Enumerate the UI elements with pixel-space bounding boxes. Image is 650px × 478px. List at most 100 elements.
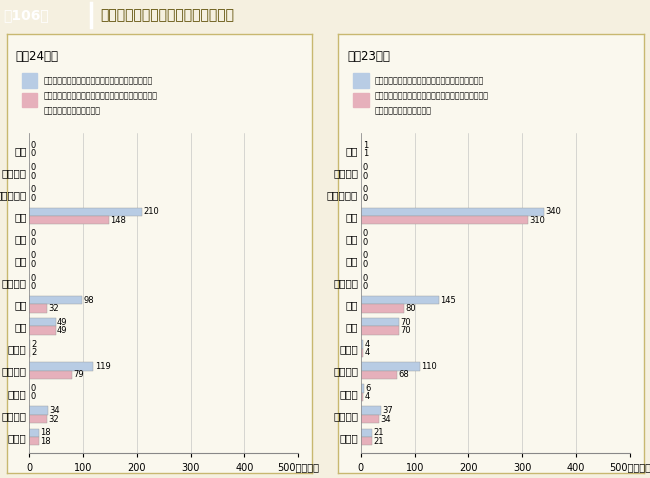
Text: 21: 21	[374, 436, 384, 445]
Text: 79: 79	[73, 370, 84, 380]
Text: 0: 0	[362, 194, 367, 203]
Text: 32: 32	[48, 414, 58, 424]
Text: 1: 1	[363, 150, 368, 158]
Text: 49: 49	[57, 326, 68, 335]
Bar	[361, 348, 363, 357]
Bar	[361, 370, 397, 379]
Text: 0: 0	[31, 282, 36, 291]
Text: 0: 0	[31, 141, 36, 150]
Text: 68: 68	[399, 370, 410, 380]
Bar	[361, 428, 372, 437]
Bar	[361, 362, 420, 370]
Text: 0: 0	[31, 172, 36, 181]
Bar	[29, 340, 31, 348]
Text: うち資金不足比率が経営健全化基準以上である公営企: うち資金不足比率が経営健全化基準以上である公営企	[43, 91, 157, 100]
Bar	[29, 348, 31, 357]
Text: 資金不足額がある公営企業会計の資金不足額合計額: 資金不足額がある公営企業会計の資金不足額合計額	[374, 76, 484, 85]
Text: 70: 70	[400, 326, 411, 335]
Bar	[354, 74, 369, 87]
Text: 4: 4	[365, 392, 370, 402]
Bar	[361, 393, 363, 401]
Text: 0: 0	[31, 260, 36, 269]
Text: 0: 0	[362, 251, 367, 261]
Text: 0: 0	[31, 185, 36, 194]
Text: 2: 2	[32, 340, 37, 349]
Bar	[21, 74, 37, 87]
Text: 37: 37	[382, 406, 393, 415]
Bar	[29, 296, 82, 304]
Bar	[361, 318, 398, 326]
Text: 1: 1	[363, 141, 368, 150]
Text: 0: 0	[31, 229, 36, 239]
Bar	[361, 296, 439, 304]
Text: 310: 310	[529, 216, 545, 225]
Bar	[29, 428, 39, 437]
Text: 34: 34	[380, 414, 391, 424]
Text: 0: 0	[31, 384, 36, 393]
Text: 119: 119	[95, 362, 110, 371]
Bar	[361, 326, 398, 335]
Bar	[361, 207, 543, 216]
Bar	[29, 415, 47, 423]
Text: 148: 148	[111, 216, 126, 225]
Text: 18: 18	[40, 428, 51, 437]
Text: 4: 4	[365, 348, 370, 357]
Text: 0: 0	[362, 282, 367, 291]
Bar	[361, 384, 364, 393]
Text: 0: 0	[31, 238, 36, 247]
Text: 80: 80	[405, 304, 416, 313]
Bar	[354, 93, 369, 107]
Text: 0: 0	[31, 194, 36, 203]
Text: 0: 0	[362, 260, 367, 269]
Text: 0: 0	[362, 185, 367, 194]
Text: 110: 110	[421, 362, 437, 371]
Text: 32: 32	[48, 304, 58, 313]
Text: 4: 4	[365, 340, 370, 349]
Bar	[29, 304, 47, 313]
Bar	[29, 318, 56, 326]
Text: 2: 2	[32, 348, 37, 357]
Text: 平成23年度: 平成23年度	[347, 50, 390, 63]
Bar	[29, 406, 47, 415]
Text: 49: 49	[57, 318, 68, 327]
Text: 6: 6	[365, 384, 371, 393]
Bar	[29, 437, 39, 445]
Text: 0: 0	[362, 238, 367, 247]
Bar	[361, 340, 363, 348]
Text: 34: 34	[49, 406, 60, 415]
Bar	[29, 326, 56, 335]
Text: 第106図: 第106図	[3, 8, 49, 22]
Text: 98: 98	[83, 296, 94, 304]
Text: 210: 210	[144, 207, 159, 216]
Text: 0: 0	[31, 150, 36, 158]
Bar	[361, 216, 528, 224]
Text: 0: 0	[362, 229, 367, 239]
Bar	[29, 362, 94, 370]
Bar	[29, 216, 109, 224]
Bar	[361, 437, 372, 445]
Text: うち資金不足比率が経営健全化基準以上である公営企: うち資金不足比率が経営健全化基準以上である公営企	[374, 91, 489, 100]
Text: 0: 0	[31, 392, 36, 402]
Text: 0: 0	[362, 163, 367, 172]
Text: 70: 70	[400, 318, 411, 327]
Bar	[29, 370, 72, 379]
Text: 0: 0	[31, 163, 36, 172]
Text: 0: 0	[31, 273, 36, 282]
Text: 業会計の資金不足額合計額: 業会計の資金不足額合計額	[374, 107, 432, 116]
Text: 0: 0	[362, 273, 367, 282]
Text: 平成24年度: 平成24年度	[16, 50, 58, 63]
Bar	[21, 93, 37, 107]
Bar	[361, 304, 404, 313]
Text: 0: 0	[31, 251, 36, 261]
Text: 資金不足額がある公営企業会計の資金不足額合計額: 資金不足額がある公営企業会計の資金不足額合計額	[43, 76, 152, 85]
Bar	[29, 207, 142, 216]
Bar	[361, 406, 381, 415]
Text: 業会計の資金不足額合計額: 業会計の資金不足額合計額	[43, 107, 100, 116]
Text: 資金不足額の状況（事業別合計額）: 資金不足額の状況（事業別合計額）	[101, 8, 235, 22]
Text: 340: 340	[545, 207, 561, 216]
Text: 18: 18	[40, 436, 51, 445]
Text: 145: 145	[440, 296, 456, 304]
Text: 0: 0	[362, 172, 367, 181]
Bar	[361, 415, 379, 423]
Text: 21: 21	[374, 428, 384, 437]
